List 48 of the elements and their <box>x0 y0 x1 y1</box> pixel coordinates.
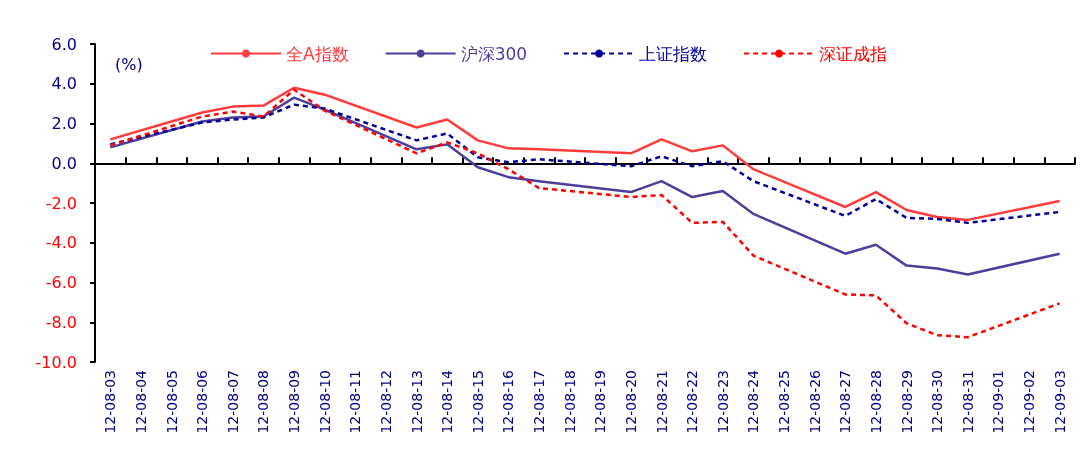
y-tick-label: -2.0 <box>45 193 77 213</box>
y-tick-label: 4.0 <box>51 74 77 94</box>
x-tick-label: 12-09-03 <box>1051 370 1068 434</box>
y-axis-title: (%) <box>115 54 143 74</box>
y-tick-label: -8.0 <box>45 312 77 332</box>
x-tick-label: 12-08-30 <box>929 370 946 434</box>
x-tick-label: 12-08-07 <box>224 370 241 434</box>
x-tick-label: 12-09-01 <box>990 370 1007 434</box>
x-tick-label: 12-08-16 <box>500 369 517 434</box>
x-tick-label: 12-08-15 <box>469 370 486 434</box>
x-tick-label: 12-08-25 <box>776 370 793 434</box>
x-tick-label: 12-08-24 <box>745 369 762 434</box>
y-tick-label: -6.0 <box>45 273 77 292</box>
x-tick-label: 12-08-21 <box>653 370 670 434</box>
legend-label: 全A指数 <box>286 43 349 64</box>
x-tick-label: 12-08-18 <box>561 370 578 434</box>
line-series <box>109 96 1061 276</box>
x-tick-label: 12-08-13 <box>408 370 425 434</box>
x-tick-label: 12-08-04 <box>132 369 149 434</box>
x-tick-label: 12-08-27 <box>837 370 854 434</box>
x-tick-label: 12-08-26 <box>806 369 823 434</box>
x-tick-label: 12-08-23 <box>714 370 731 434</box>
x-tick-label: 12-08-20 <box>622 370 639 434</box>
x-tick-label: 12-08-06 <box>194 369 211 434</box>
x-tick-label: 12-08-08 <box>255 370 272 434</box>
x-tick-label: 12-08-14 <box>439 369 456 434</box>
x-tick-label: 12-08-11 <box>347 370 364 434</box>
x-tick-label: 12-08-10 <box>316 370 333 434</box>
y-tick-label: 6.0 <box>51 34 77 54</box>
y-tick-label: -4.0 <box>45 233 77 253</box>
x-tick-label: 12-08-29 <box>898 370 915 434</box>
x-tick-label: 12-08-05 <box>163 370 180 434</box>
x-tick-label: 12-09-02 <box>1021 370 1038 434</box>
legend-label: 沪深300 <box>460 43 528 64</box>
y-tick-label: -10.0 <box>35 352 77 372</box>
x-tick-label: 12-08-17 <box>531 370 548 434</box>
y-tick-label: 0.0 <box>51 153 77 173</box>
x-tick-label: 12-08-22 <box>684 370 701 434</box>
x-tick-label: 12-08-28 <box>867 370 884 434</box>
x-tick-label: 12-08-19 <box>592 370 609 434</box>
x-tick-label: 12-08-31 <box>959 370 976 434</box>
x-tick-label: 12-08-12 <box>377 370 394 434</box>
x-tick-label: 12-08-09 <box>286 370 303 434</box>
legend-label: 深证成指 <box>819 43 888 64</box>
line-series <box>109 88 1061 339</box>
x-tick-label: 12-08-03 <box>102 370 119 434</box>
y-tick-label: 2.0 <box>51 114 77 133</box>
legend-label: 上证指数 <box>639 43 708 64</box>
